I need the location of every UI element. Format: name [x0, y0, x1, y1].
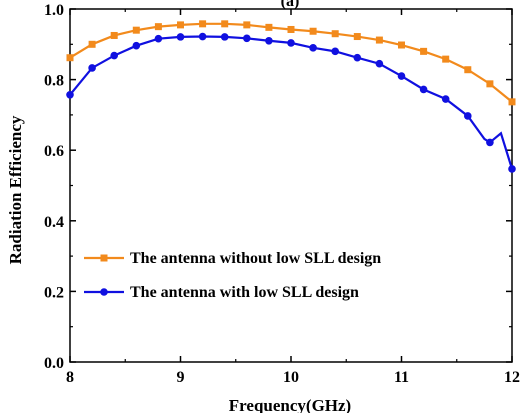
data-point — [486, 80, 494, 88]
data-point — [397, 72, 406, 80]
y-tick-label: 0.4 — [44, 214, 64, 231]
data-point — [66, 90, 74, 99]
data-point — [442, 55, 450, 63]
y-tick-label: 0.6 — [44, 143, 64, 160]
series-line — [69, 22, 513, 103]
data-point — [154, 23, 162, 31]
data-point — [464, 66, 472, 74]
axes: 8 9 10 11 12 0.0 0.2 0.4 0.6 0.8 1.0 — [44, 2, 520, 386]
y-axis-title: Radiation Efficiency — [6, 115, 25, 264]
data-point — [331, 47, 340, 56]
x-axis-title: Frequency(GHz) — [229, 396, 351, 413]
legend-marker — [100, 288, 108, 296]
data-point — [464, 112, 472, 120]
data-point — [398, 41, 405, 49]
data-point — [88, 40, 96, 48]
legend-label: The antenna without low SLL design — [130, 250, 381, 267]
data-point — [132, 41, 141, 50]
data-point — [420, 47, 428, 55]
series-layer — [66, 20, 516, 173]
data-point — [375, 36, 383, 44]
data-point — [331, 30, 339, 38]
data-point — [199, 20, 207, 28]
data-point — [88, 64, 96, 72]
data-point — [287, 25, 295, 33]
data-point — [176, 33, 185, 41]
series-0 — [66, 20, 516, 106]
x-tick-label: 8 — [66, 369, 74, 386]
legend-item: The antenna without low SLL design — [84, 250, 381, 267]
data-point — [243, 21, 251, 29]
data-point — [110, 51, 118, 60]
data-point — [132, 26, 140, 34]
data-point — [508, 98, 516, 106]
data-point — [486, 138, 494, 147]
data-point — [177, 21, 184, 29]
x-tick-label: 12 — [504, 369, 520, 386]
data-point — [419, 85, 428, 94]
data-point — [309, 44, 317, 52]
chart-title: (a) — [281, 0, 300, 10]
x-tick-label: 10 — [283, 369, 299, 386]
data-point — [154, 34, 163, 43]
data-point — [198, 32, 207, 41]
y-tick-label: 0.2 — [44, 284, 64, 301]
y-tick-label: 0.8 — [44, 73, 64, 90]
data-point — [287, 39, 295, 47]
legend: The antenna without low SLL design The an… — [84, 250, 381, 301]
data-point — [66, 54, 74, 62]
data-point — [375, 59, 384, 68]
series-1 — [66, 32, 516, 173]
data-point — [508, 165, 516, 173]
y-tick-label: 0.0 — [44, 355, 64, 372]
x-tick-label: 9 — [177, 369, 185, 386]
data-point — [353, 53, 362, 62]
legend-item: The antenna with low SLL design — [84, 284, 359, 301]
data-point — [353, 33, 361, 41]
legend-marker — [100, 254, 108, 262]
data-point — [265, 36, 273, 45]
data-point — [221, 20, 229, 28]
data-point — [265, 23, 273, 31]
data-point — [243, 34, 251, 43]
data-point — [110, 31, 118, 39]
data-point — [309, 27, 317, 35]
legend-label: The antenna with low SLL design — [130, 284, 359, 301]
y-tick-label: 1.0 — [44, 2, 64, 19]
data-point — [220, 33, 229, 41]
x-tick-label: 11 — [394, 369, 409, 386]
data-point — [441, 95, 450, 103]
